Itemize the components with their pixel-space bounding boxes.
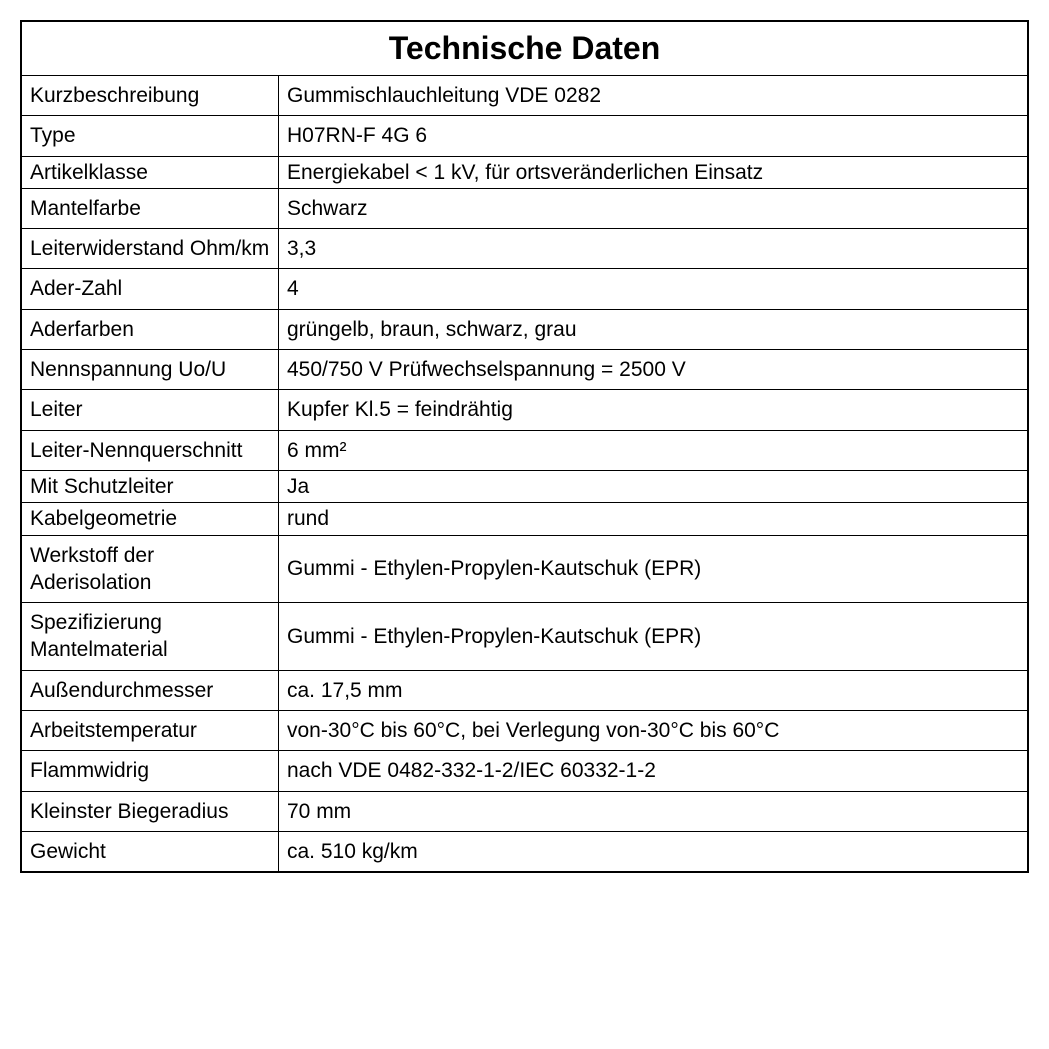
- spec-label: Ader-Zahl: [21, 269, 279, 309]
- table-row: Aderfarbengrüngelb, braun, schwarz, grau: [21, 309, 1028, 349]
- spec-value: 6 mm²: [279, 430, 1029, 470]
- spec-value: ca. 510 kg/km: [279, 831, 1029, 872]
- table-row: LeiterKupfer Kl.5 = feindrähtig: [21, 390, 1028, 430]
- spec-value: 3,3: [279, 229, 1029, 269]
- spec-label: Type: [21, 116, 279, 156]
- spec-value: 450/750 V Prüfwechselspannung = 2500 V: [279, 350, 1029, 390]
- spec-label: Nennspannung Uo/U: [21, 350, 279, 390]
- spec-value: Gummischlauchleitung VDE 0282: [279, 76, 1029, 116]
- table-row: Spezifizierung MantelmaterialGummi - Eth…: [21, 603, 1028, 671]
- spec-label: Kurzbeschreibung: [21, 76, 279, 116]
- spec-label: Mit Schutzleiter: [21, 470, 279, 502]
- table-row: Arbeitstemperaturvon-30°C bis 60°C, bei …: [21, 711, 1028, 751]
- technical-data-table: Technische Daten KurzbeschreibungGummisc…: [20, 20, 1029, 873]
- spec-label: Kabelgeometrie: [21, 503, 279, 535]
- spec-label: Werkstoff der Aderisolation: [21, 535, 279, 603]
- table-row: Gewichtca. 510 kg/km: [21, 831, 1028, 872]
- spec-value: Kupfer Kl.5 = feindrähtig: [279, 390, 1029, 430]
- spec-value: Ja: [279, 470, 1029, 502]
- spec-label: Leiterwiderstand Ohm/km: [21, 229, 279, 269]
- table-row: Leiterwiderstand Ohm/km3,3: [21, 229, 1028, 269]
- table-row: KurzbeschreibungGummischlauchleitung VDE…: [21, 76, 1028, 116]
- spec-value: rund: [279, 503, 1029, 535]
- spec-value: nach VDE 0482-332-1-2/IEC 60332-1-2: [279, 751, 1029, 791]
- table-body: KurzbeschreibungGummischlauchleitung VDE…: [21, 76, 1028, 873]
- table-row: ArtikelklasseEnergiekabel < 1 kV, für or…: [21, 156, 1028, 188]
- table-row: Außendurchmesserca. 17,5 mm: [21, 670, 1028, 710]
- spec-label: Spezifizierung Mantelmaterial: [21, 603, 279, 671]
- table-row: TypeH07RN-F 4G 6: [21, 116, 1028, 156]
- spec-value: Gummi - Ethylen-Propylen-Kautschuk (EPR): [279, 535, 1029, 603]
- table-row: Ader-Zahl4: [21, 269, 1028, 309]
- table-row: Flammwidrignach VDE 0482-332-1-2/IEC 603…: [21, 751, 1028, 791]
- table-row: Kleinster Biegeradius70 mm: [21, 791, 1028, 831]
- spec-value: von-30°C bis 60°C, bei Verlegung von-30°…: [279, 711, 1029, 751]
- spec-label: Mantelfarbe: [21, 188, 279, 228]
- table-row: Leiter-Nennquerschnitt6 mm²: [21, 430, 1028, 470]
- spec-value: 4: [279, 269, 1029, 309]
- spec-value: Energiekabel < 1 kV, für ortsveränderlic…: [279, 156, 1029, 188]
- spec-label: Gewicht: [21, 831, 279, 872]
- spec-label: Artikelklasse: [21, 156, 279, 188]
- table-row: Kabelgeometrierund: [21, 503, 1028, 535]
- spec-value: grüngelb, braun, schwarz, grau: [279, 309, 1029, 349]
- spec-value: ca. 17,5 mm: [279, 670, 1029, 710]
- table-row: Nennspannung Uo/U450/750 V Prüfwechselsp…: [21, 350, 1028, 390]
- spec-label: Außendurchmesser: [21, 670, 279, 710]
- table-title: Technische Daten: [21, 21, 1028, 76]
- table-row: Werkstoff der AderisolationGummi - Ethyl…: [21, 535, 1028, 603]
- spec-value: Schwarz: [279, 188, 1029, 228]
- spec-value: H07RN-F 4G 6: [279, 116, 1029, 156]
- spec-value: Gummi - Ethylen-Propylen-Kautschuk (EPR): [279, 603, 1029, 671]
- spec-label: Aderfarben: [21, 309, 279, 349]
- spec-label: Flammwidrig: [21, 751, 279, 791]
- spec-label: Leiter-Nennquerschnitt: [21, 430, 279, 470]
- spec-value: 70 mm: [279, 791, 1029, 831]
- spec-label: Leiter: [21, 390, 279, 430]
- spec-label: Arbeitstemperatur: [21, 711, 279, 751]
- table-row: MantelfarbeSchwarz: [21, 188, 1028, 228]
- spec-label: Kleinster Biegeradius: [21, 791, 279, 831]
- table-row: Mit SchutzleiterJa: [21, 470, 1028, 502]
